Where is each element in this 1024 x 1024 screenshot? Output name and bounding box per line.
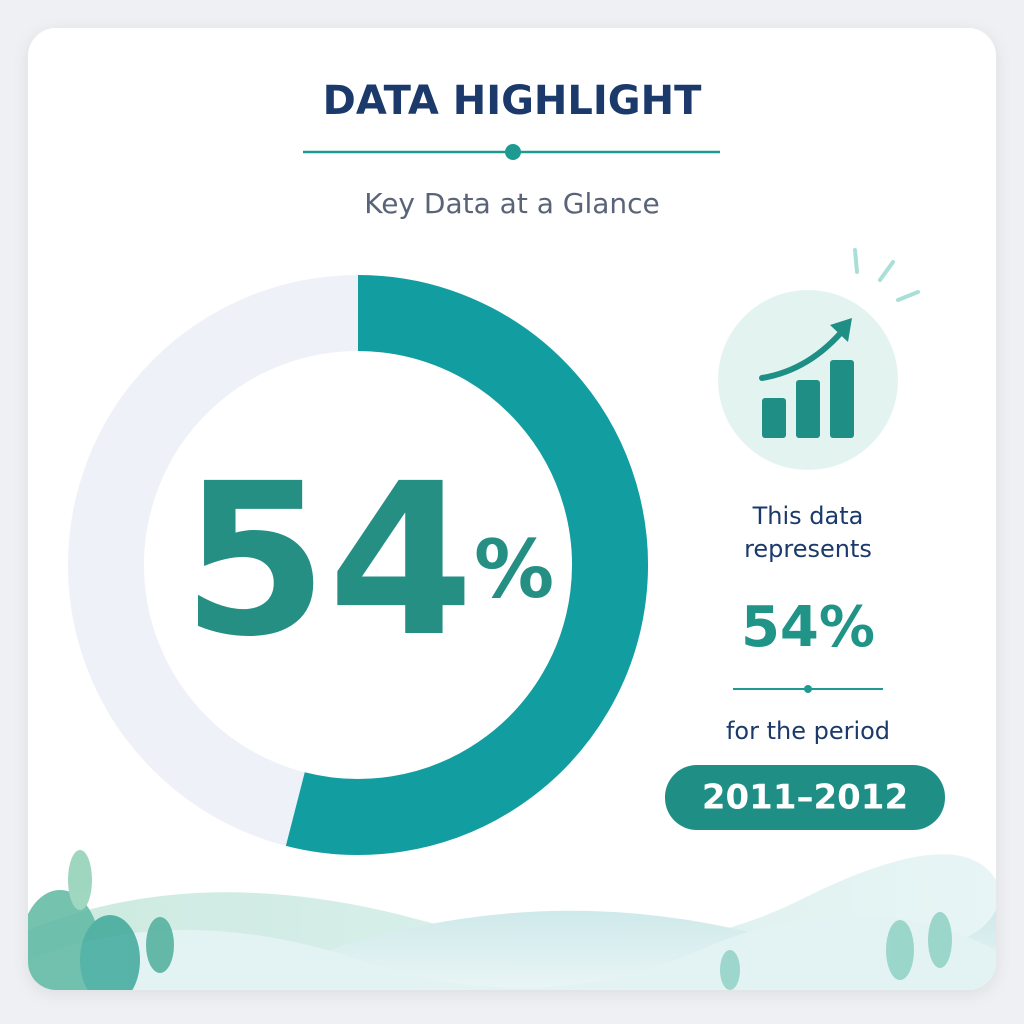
value-divider [733, 685, 883, 693]
annotation: for the period [725, 717, 891, 745]
donut-segment [285, 275, 648, 855]
center-value-label: 54% [182, 438, 554, 683]
title-divider [303, 144, 720, 160]
card [28, 28, 996, 990]
period-pill [665, 765, 945, 830]
period-label: 2011–2012 [702, 778, 908, 818]
chart-title: DATA HIGHLIGHT [323, 78, 702, 124]
annotation: This data represents [744, 502, 872, 563]
value-label: 54% [740, 595, 876, 660]
chart-subtitle: Key Data at a Glance [364, 187, 660, 220]
growth-icon [718, 248, 920, 470]
landscape [28, 850, 996, 990]
